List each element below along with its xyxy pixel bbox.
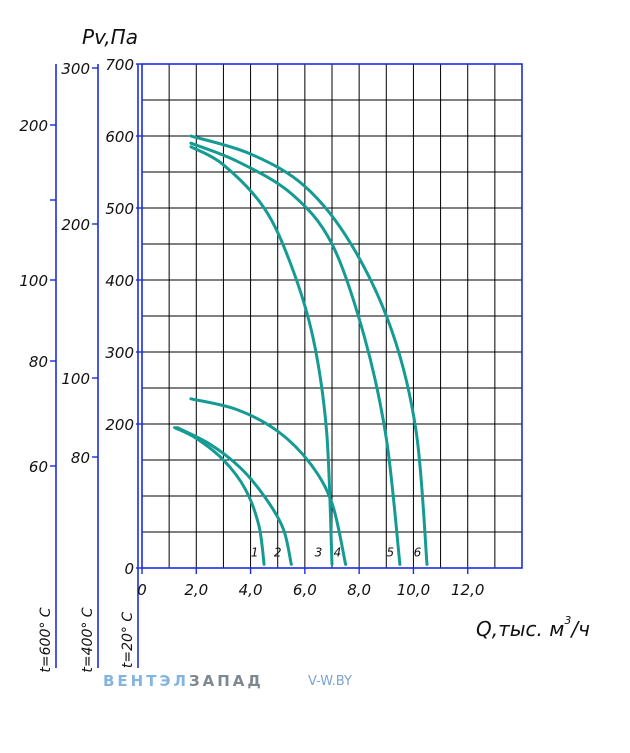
axis-labels: t=20° С t=400° С t=600° С 1 2 3 4 5 6 Pv,Па Q,тыс.…: [38, 25, 590, 673]
curve-label-1: 1: [251, 545, 259, 559]
aux-tick-label: 80: [29, 353, 48, 371]
curve-label-4: 4: [334, 545, 342, 559]
x-axis-title: Q,тыс. м3/ч: [476, 614, 590, 641]
y-tick-label: 300: [105, 344, 134, 362]
aux-tick-label: 200: [61, 216, 90, 234]
series-curve-4: [189, 397, 348, 566]
x-tick-label: 2,0: [184, 581, 208, 599]
aux-tick-label: 60: [29, 458, 48, 476]
curve-label-6: 6: [414, 545, 422, 559]
aux-axis-label: t=600° С: [38, 607, 54, 672]
curve-label-2: 2: [274, 545, 282, 559]
series-curve-2: [175, 426, 293, 566]
x-tick-label: 10,0: [397, 581, 430, 599]
x-tick-label: 8,0: [347, 581, 371, 599]
x-tick-label: 4,0: [239, 581, 263, 599]
series-curves: [173, 134, 429, 566]
y-tick-label: 600: [105, 128, 134, 146]
y-tick-label: 200: [105, 416, 134, 434]
brand-part1: ВЕНТЭЛ: [103, 672, 189, 690]
chart-axes: [55, 63, 523, 668]
aux-tick-label: 200: [19, 117, 48, 135]
tick-labels: 0 200 300 400 500 600 700 0 2,0 4,0 6,0 8,0 10,0 12,0…: [19, 56, 484, 599]
y-axis-title: Pv,Па: [82, 25, 138, 49]
y-tick-label: 500: [105, 200, 134, 218]
y-tick-label: 0: [124, 560, 134, 578]
brand-logo: ВЕНТЭЛЗАПАД: [103, 672, 264, 690]
y-tick-label: 400: [105, 272, 134, 290]
x-tick-label: 12,0: [451, 581, 484, 599]
y-tick-label: 700: [105, 56, 134, 74]
aux-tick-label: 300: [61, 60, 90, 78]
aux-tick-label: 100: [61, 370, 90, 388]
brand-site: V-W.BY: [308, 674, 352, 689]
brand-part2: ЗАПАД: [188, 672, 264, 690]
curve-label-5: 5: [387, 545, 395, 559]
aux-axis-label: t=20° С: [120, 612, 136, 668]
x-tick-label: 0: [137, 581, 147, 599]
x-tick-label: 6,0: [293, 581, 317, 599]
aux-tick-label: 80: [71, 449, 90, 467]
series-curve-5: [189, 141, 402, 566]
curve-label-3: 3: [315, 545, 323, 559]
plot-frame: [141, 63, 523, 569]
series-curve-3: [189, 145, 334, 566]
aux-tick-label: 100: [19, 272, 48, 290]
aux-axis-label: t=400° С: [80, 607, 96, 672]
series-curve-6: [189, 134, 429, 566]
